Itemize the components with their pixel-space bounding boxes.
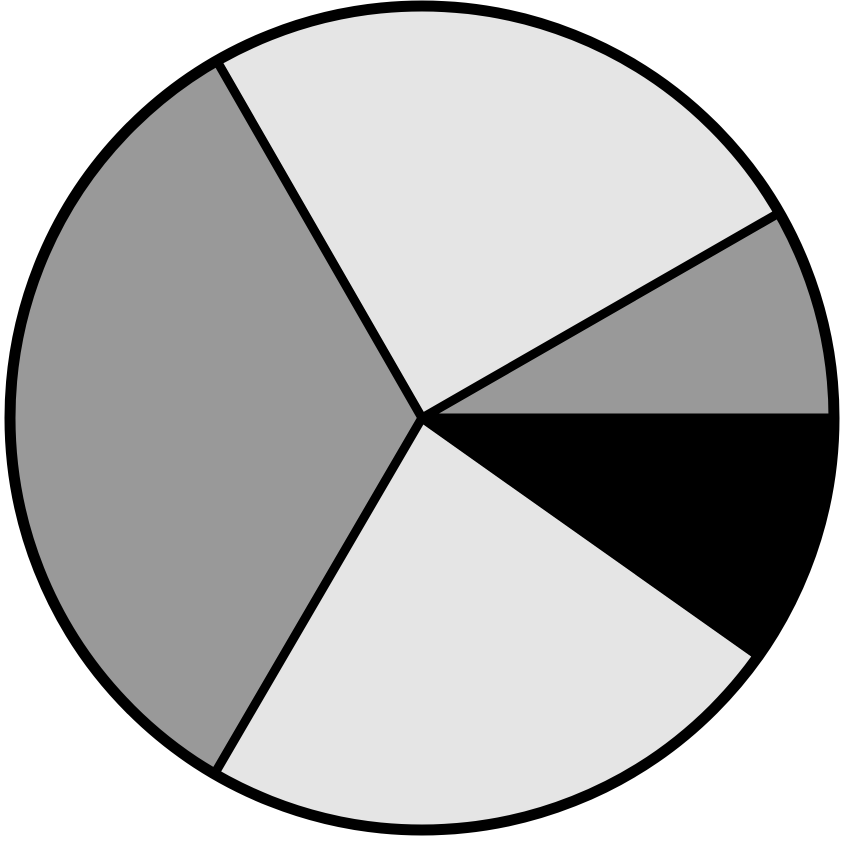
pie-outline (4, 0, 840, 836)
pie-slices (5, 1, 839, 835)
